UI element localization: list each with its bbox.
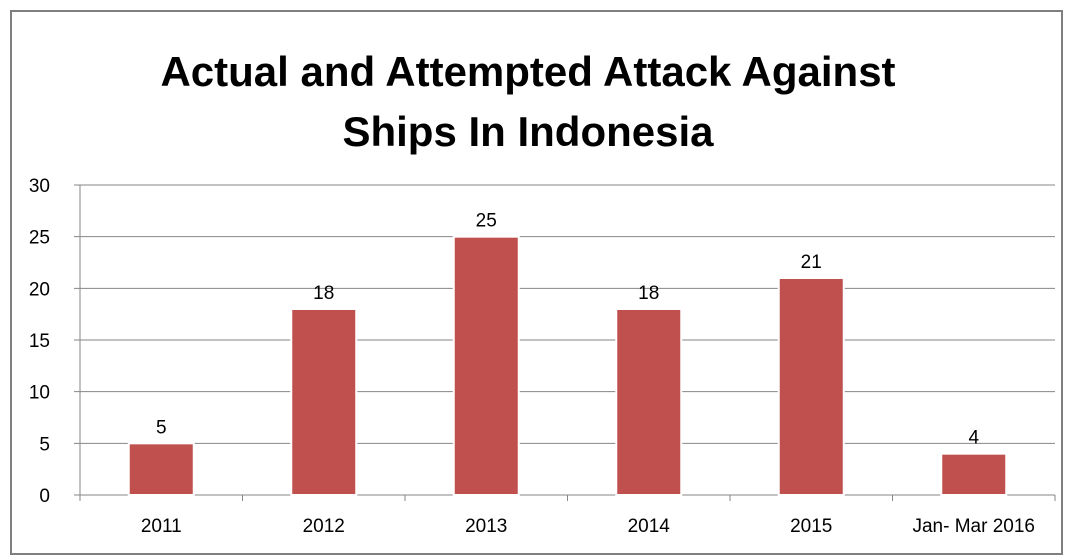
y-tick-label: 15 bbox=[29, 331, 50, 352]
bar-2012 bbox=[290, 308, 358, 496]
data-label: 18 bbox=[313, 283, 334, 304]
x-axis-tick-labels: 2011 2012 2013 2014 2015 Jan- Mar 2016 bbox=[141, 516, 1035, 537]
bar-2013 bbox=[452, 235, 520, 497]
y-tick-label: 0 bbox=[39, 486, 50, 507]
y-tick-label: 10 bbox=[29, 383, 50, 404]
x-tick-label: 2012 bbox=[303, 516, 345, 537]
x-tick-label: 2011 bbox=[141, 516, 182, 537]
data-label: 25 bbox=[476, 211, 497, 232]
bar-2015 bbox=[777, 277, 845, 496]
data-label: 5 bbox=[156, 417, 167, 438]
data-label: 18 bbox=[638, 283, 659, 304]
chart-title: Actual and Attempted Attack Against Ship… bbox=[0, 42, 1076, 162]
bar-2014 bbox=[615, 308, 683, 496]
chart-title-line-2: Ships In Indonesia bbox=[342, 108, 714, 155]
y-tick-label: 30 bbox=[29, 176, 50, 197]
bars bbox=[127, 235, 1008, 497]
y-tick-label: 5 bbox=[39, 434, 50, 455]
chart-title-line-1: Actual and Attempted Attack Against bbox=[160, 48, 896, 95]
x-tick-label: 2014 bbox=[628, 516, 671, 537]
data-label: 4 bbox=[968, 428, 979, 449]
x-tick-label: Jan- Mar 2016 bbox=[912, 516, 1035, 537]
bar-2011 bbox=[127, 442, 195, 497]
y-tick-label: 20 bbox=[29, 279, 50, 300]
data-label: 21 bbox=[801, 252, 822, 273]
gridlines bbox=[74, 184, 1055, 444]
y-tick-label: 25 bbox=[29, 228, 50, 249]
bar-jan-mar-2016 bbox=[940, 452, 1008, 496]
axes bbox=[74, 185, 1056, 501]
data-labels: 5 18 25 18 21 4 bbox=[156, 211, 980, 449]
x-tick-label: 2015 bbox=[790, 516, 832, 537]
y-axis-tick-labels: 0 5 10 15 20 25 30 bbox=[29, 176, 50, 507]
x-tick-label: 2013 bbox=[465, 516, 507, 537]
